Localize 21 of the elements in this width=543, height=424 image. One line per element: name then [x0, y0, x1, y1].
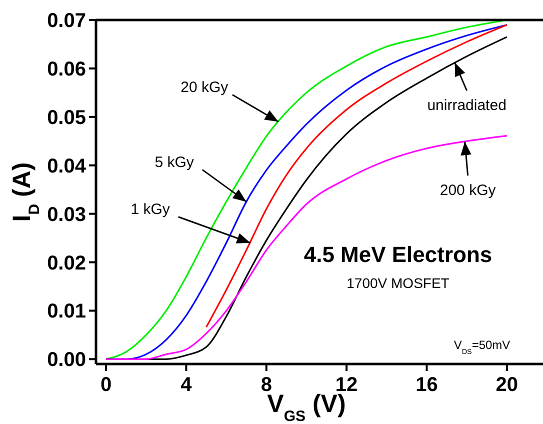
x-tick-label: 20: [496, 374, 518, 396]
y-tick-label: 0.06: [47, 58, 86, 80]
annotation: 1 kGy: [130, 201, 170, 218]
y-tick-label: 0.00: [47, 349, 86, 372]
y-tick-label: 0.02: [47, 252, 86, 274]
y-tick-label: 0.04: [47, 155, 87, 178]
y-tick-label: 0.01: [47, 300, 86, 323]
line-series: [105, 134, 508, 360]
x-tick-label: 16: [416, 374, 438, 396]
y-tick-label: 0.03: [47, 204, 86, 226]
annotation: 1700V MOSFET: [346, 275, 450, 291]
annotation: 5 kGy: [154, 154, 194, 171]
x-tick-label: 4: [180, 374, 193, 396]
x-tick-label: 0: [100, 374, 112, 396]
annotation: unirradiated: [427, 96, 506, 114]
annotation: 4.5 MeV Electrons: [304, 242, 492, 267]
annotation: V$_{DS}$=50mV: [454, 338, 510, 356]
annotation: 200 kGy: [440, 182, 496, 199]
y-tick-label: 0.07: [47, 10, 86, 32]
annotation: 20 kGy: [180, 78, 229, 96]
y-tick-label: 0.05: [47, 106, 86, 129]
